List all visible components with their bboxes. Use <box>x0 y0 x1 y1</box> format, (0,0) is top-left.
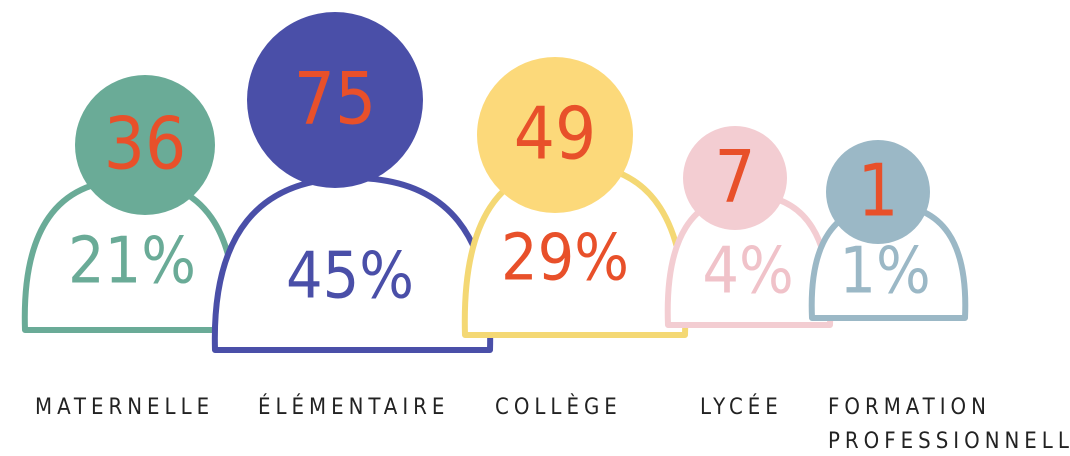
percent: 45% <box>286 240 414 314</box>
blob <box>826 140 930 244</box>
blob <box>477 57 633 213</box>
item: 49 29% COLLÈGE <box>461 57 689 420</box>
category-label: ÉLÉMENTAIRE <box>258 394 449 420</box>
blob <box>683 126 787 230</box>
item: 36 21% MATERNELLE <box>21 75 239 420</box>
percent: 4% <box>702 235 793 309</box>
category-label: PROFESSIONNELLE <box>828 429 1070 454</box>
category-label: FORMATION <box>828 395 991 420</box>
blob <box>247 12 423 188</box>
category-label: LYCÉE <box>700 394 783 420</box>
percent: 29% <box>501 222 629 296</box>
percent: 1% <box>839 235 930 309</box>
count: 49 <box>514 92 596 176</box>
count: 36 <box>104 102 186 186</box>
item: 7 4% LYCÉE <box>664 126 834 420</box>
category-label: COLLÈGE <box>495 394 622 420</box>
item: 75 45% ÉLÉMENTAIRE <box>211 12 494 420</box>
blob <box>75 75 215 215</box>
category-label: MATERNELLE <box>35 395 214 420</box>
count: 75 <box>294 57 376 141</box>
count: 7 <box>714 135 755 219</box>
item: 11% FORMATION PROFESSIONNELLE <box>808 140 1070 454</box>
count: 1 <box>857 149 898 233</box>
percent: 21% <box>68 225 196 299</box>
